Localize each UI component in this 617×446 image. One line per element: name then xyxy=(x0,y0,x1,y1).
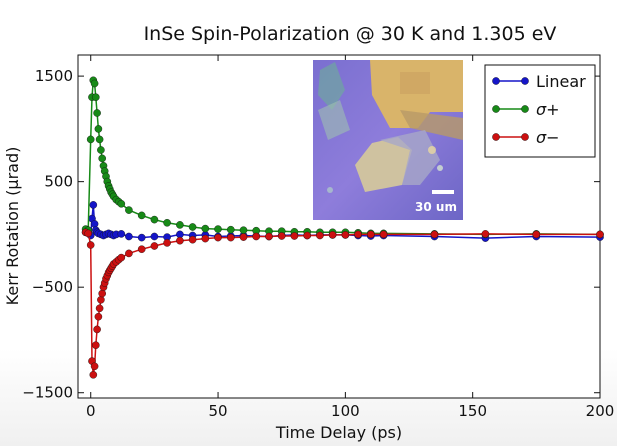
y-axis-label: Kerr Rotation (μrad) xyxy=(3,147,22,306)
data-point xyxy=(117,230,126,238)
legend-label: σ− xyxy=(536,128,560,147)
data-point xyxy=(90,79,99,88)
y-tick-label: 500 xyxy=(44,173,73,191)
data-point xyxy=(95,135,104,144)
legend-label: σ+ xyxy=(536,100,560,119)
legend-marker xyxy=(492,77,500,85)
data-point xyxy=(86,135,95,144)
data-point xyxy=(90,362,99,371)
data-point xyxy=(90,220,99,228)
data-point xyxy=(150,242,159,250)
x-tick-label: 50 xyxy=(209,402,228,420)
data-point xyxy=(239,233,248,241)
data-point xyxy=(354,230,362,239)
legend-marker xyxy=(492,105,500,113)
data-point xyxy=(481,230,490,238)
data-point xyxy=(92,341,100,350)
data-point xyxy=(125,206,133,214)
data-point xyxy=(430,230,439,239)
data-point xyxy=(163,218,171,227)
legend-marker xyxy=(521,77,529,85)
data-point xyxy=(98,289,106,298)
data-point xyxy=(252,232,261,241)
data-point xyxy=(188,223,197,231)
data-point xyxy=(226,233,235,242)
scale-bar xyxy=(432,190,454,194)
data-point xyxy=(97,146,105,154)
data-point xyxy=(201,234,210,243)
inset-micrograph: 30 um xyxy=(313,60,463,220)
legend-label: Linear xyxy=(536,72,586,91)
axis-ticks: 0 50 100 150 200 1500 500 −500 −1500 xyxy=(22,55,614,420)
data-point xyxy=(94,312,103,321)
x-tick-label: 100 xyxy=(331,402,360,420)
data-point xyxy=(239,226,248,234)
data-point xyxy=(265,232,273,241)
data-point xyxy=(366,230,375,239)
data-point xyxy=(89,370,98,379)
data-point xyxy=(117,253,126,262)
series-σ− xyxy=(81,228,604,379)
y-tick-label: −500 xyxy=(32,278,73,296)
data-point xyxy=(316,231,324,240)
data-point xyxy=(277,232,286,240)
data-point xyxy=(137,211,146,220)
data-point xyxy=(125,249,133,258)
data-point xyxy=(137,233,146,242)
series-layer xyxy=(81,76,604,379)
y-tick-label: 1500 xyxy=(35,67,73,85)
data-point xyxy=(379,230,388,239)
data-point xyxy=(150,215,159,224)
data-point xyxy=(532,230,541,239)
data-point xyxy=(163,239,171,247)
data-point xyxy=(214,225,222,233)
data-point xyxy=(150,232,159,241)
x-axis-label: Time Delay (ps) xyxy=(275,423,402,442)
legend-marker xyxy=(521,133,529,141)
data-point xyxy=(89,201,98,209)
data-point xyxy=(117,199,126,208)
data-point xyxy=(341,231,350,239)
x-tick-label: 150 xyxy=(458,402,487,420)
data-point xyxy=(93,109,101,117)
data-point xyxy=(176,221,184,229)
data-point xyxy=(84,229,92,238)
data-point xyxy=(95,304,104,313)
data-point xyxy=(596,230,604,239)
data-point xyxy=(188,235,197,244)
data-point xyxy=(214,233,222,242)
data-point xyxy=(86,241,95,249)
data-point xyxy=(226,225,235,234)
data-point xyxy=(92,93,100,101)
x-tick-label: 200 xyxy=(586,402,615,420)
data-point xyxy=(94,125,103,133)
data-point xyxy=(303,231,312,240)
data-point xyxy=(176,236,184,245)
y-tick-label: −1500 xyxy=(22,384,73,402)
legend: Linear σ+ σ− xyxy=(484,64,596,158)
legend-marker xyxy=(521,105,529,113)
data-point xyxy=(137,245,146,253)
legend-marker xyxy=(492,133,500,141)
data-point xyxy=(93,325,101,334)
scale-bar-label: 30 um xyxy=(415,200,457,214)
data-point xyxy=(201,224,210,233)
data-point xyxy=(290,232,299,240)
data-point xyxy=(125,232,133,241)
data-point xyxy=(98,154,106,163)
x-tick-label: 0 xyxy=(86,402,96,420)
data-point xyxy=(328,231,337,239)
chart-title: InSe Spin-Polarization @ 30 K and 1.305 … xyxy=(144,23,557,45)
data-point xyxy=(97,295,105,304)
